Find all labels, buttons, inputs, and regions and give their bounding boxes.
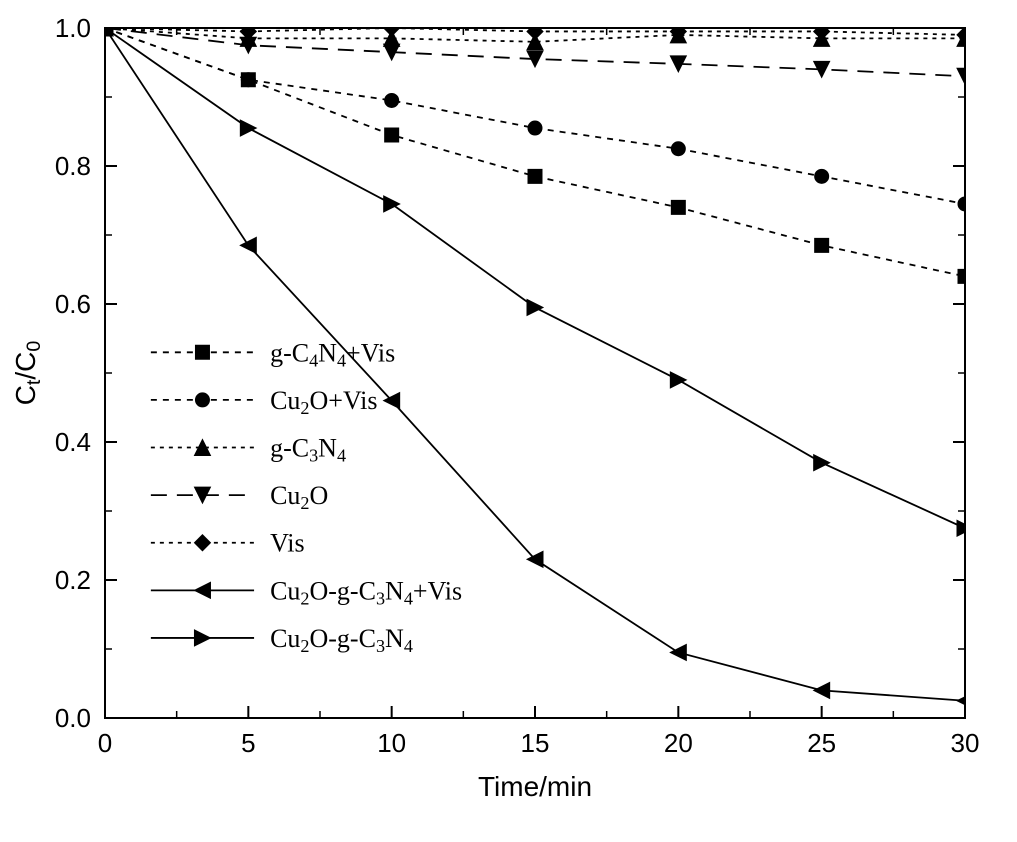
y-axis-title: Ct/C0 <box>10 341 45 406</box>
data-point <box>384 196 400 212</box>
data-point <box>814 23 830 39</box>
legend-label: g-C4N4+Vis <box>270 338 395 370</box>
legend-item: Cu2O-g-C3N4 <box>151 624 413 656</box>
data-point <box>528 121 542 135</box>
legend-item: g-C4N4+Vis <box>151 338 395 370</box>
data-point <box>814 455 830 471</box>
series-Vis <box>97 20 973 43</box>
data-point <box>814 682 830 698</box>
legend-label: g-C3N4 <box>270 434 346 466</box>
data-point <box>527 299 543 315</box>
y-tick-label: 0.6 <box>55 289 91 319</box>
series-line <box>105 28 965 528</box>
data-point <box>958 269 972 283</box>
legend-item: g-C3N4 <box>151 434 346 466</box>
data-point <box>194 535 210 551</box>
legend-label: Cu2O <box>270 481 328 513</box>
data-point <box>957 68 973 84</box>
y-tick-label: 0.0 <box>55 703 91 733</box>
data-point <box>528 169 542 183</box>
legend-label: Cu2O-g-C3N4+Vis <box>270 576 462 608</box>
data-point <box>385 128 399 142</box>
legend-label: Cu2O+Vis <box>270 386 377 418</box>
data-point <box>195 393 209 407</box>
data-point <box>671 200 685 214</box>
y-tick-label: 0.2 <box>55 565 91 595</box>
x-axis-title: Time/min <box>478 771 592 802</box>
data-point <box>670 644 686 660</box>
data-point <box>240 237 256 253</box>
series-Cu2O_gC3N4 <box>97 20 973 536</box>
degradation-chart: 0 5 10 15 20 25 30 Time/min 0.0 0.2 0.4 0.6 0.8 1.0 Ct… <box>0 0 1017 842</box>
legend-label: Cu2O-g-C3N4 <box>270 624 413 656</box>
x-tick-label: 0 <box>98 728 112 758</box>
data-point <box>527 23 543 39</box>
data-point <box>241 73 255 87</box>
legend-item: Cu2O-g-C3N4+Vis <box>151 576 462 608</box>
x-tick-label: 15 <box>521 728 550 758</box>
x-tick-label: 25 <box>807 728 836 758</box>
data-point <box>194 630 210 646</box>
y-tick-label: 0.4 <box>55 427 91 457</box>
x-tick-label: 30 <box>951 728 980 758</box>
data-point <box>194 582 210 598</box>
data-point <box>815 238 829 252</box>
data-point <box>240 120 256 136</box>
legend-label: Vis <box>270 529 305 558</box>
x-tick-label: 20 <box>664 728 693 758</box>
legend-item: Cu2O <box>151 481 328 513</box>
x-tick-label: 5 <box>241 728 255 758</box>
data-point <box>384 20 400 36</box>
data-point <box>815 169 829 183</box>
legend-item: Vis <box>151 529 305 558</box>
data-point <box>671 142 685 156</box>
y-tick-label: 0.8 <box>55 151 91 181</box>
y-tick-label: 1.0 <box>55 13 91 43</box>
data-point <box>385 93 399 107</box>
data-point <box>195 345 209 359</box>
legend-item: Cu2O+Vis <box>151 386 378 418</box>
x-tick-label: 10 <box>377 728 406 758</box>
data-point <box>670 372 686 388</box>
data-point <box>958 197 972 211</box>
